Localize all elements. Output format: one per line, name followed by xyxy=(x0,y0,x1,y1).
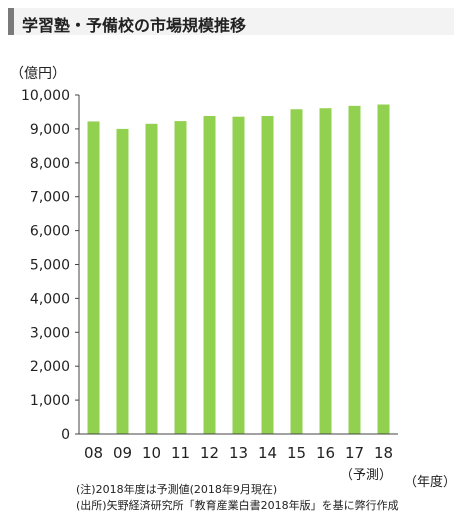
y-tick-label: 10,000 xyxy=(21,88,70,104)
y-tick-label: 7,000 xyxy=(30,190,70,206)
bar-08 xyxy=(87,121,100,434)
bar-12 xyxy=(203,116,216,434)
footnotes: (注)2018年度は予測値(2018年9月現在) (出所)矢野経済研究所「教育産… xyxy=(76,482,399,514)
bar-13 xyxy=(232,116,245,435)
y-axis-unit-label: （億円） xyxy=(10,66,66,82)
forecast-label: （予測） xyxy=(340,468,392,483)
y-tick-label: 8,000 xyxy=(30,156,70,172)
y-axis-ticks: 0 1,000 2,000 3,000 4,000 5,000 6,000 7,000 8,00… xyxy=(21,88,79,443)
y-tick-label: 3,000 xyxy=(30,325,70,341)
x-axis-ticks: 08 09 10 11 12 13 14 15 16 17 18 xyxy=(84,444,393,462)
chart-title: 学習塾・予備校の市場規模推移 xyxy=(22,16,247,35)
bar-17 xyxy=(348,105,361,435)
title-bar: 学習塾・予備校の市場規模推移 xyxy=(8,8,454,35)
x-tick-label: 08 xyxy=(84,444,103,462)
x-tick-label: 09 xyxy=(113,444,132,462)
x-tick-label: 15 xyxy=(287,444,306,462)
bar-14 xyxy=(261,116,274,434)
bars xyxy=(87,104,390,435)
bar-09 xyxy=(116,128,129,434)
y-tick-label: 0 xyxy=(61,427,70,443)
x-tick-label: 16 xyxy=(316,444,335,462)
bar-18 xyxy=(377,104,390,434)
x-axis-unit-label: （年度） xyxy=(404,474,456,490)
y-tick-label: 5,000 xyxy=(30,258,70,274)
y-tick-label: 4,000 xyxy=(30,291,70,307)
x-tick-label: 12 xyxy=(200,444,219,462)
bar-11 xyxy=(174,121,187,434)
x-tick-label: 17 xyxy=(345,444,364,462)
bar-16 xyxy=(319,108,332,434)
y-tick-label: 6,000 xyxy=(30,224,70,240)
x-tick-label: 18 xyxy=(374,444,393,462)
y-tick-label: 2,000 xyxy=(30,359,70,375)
x-tick-label: 14 xyxy=(258,444,277,462)
bar-10 xyxy=(145,123,158,434)
note-forecast: (注)2018年度は予測値(2018年9月現在) xyxy=(76,483,278,496)
x-tick-label: 13 xyxy=(229,444,248,462)
y-tick-label: 1,000 xyxy=(30,393,70,409)
note-source: (出所)矢野経済研究所「教育産業白書2018年版」を基に弊行作成 xyxy=(76,499,399,512)
x-tick-label: 10 xyxy=(142,444,161,462)
y-tick-label: 9,000 xyxy=(30,122,70,138)
bar-15 xyxy=(290,109,303,434)
x-tick-label: 11 xyxy=(171,444,190,462)
